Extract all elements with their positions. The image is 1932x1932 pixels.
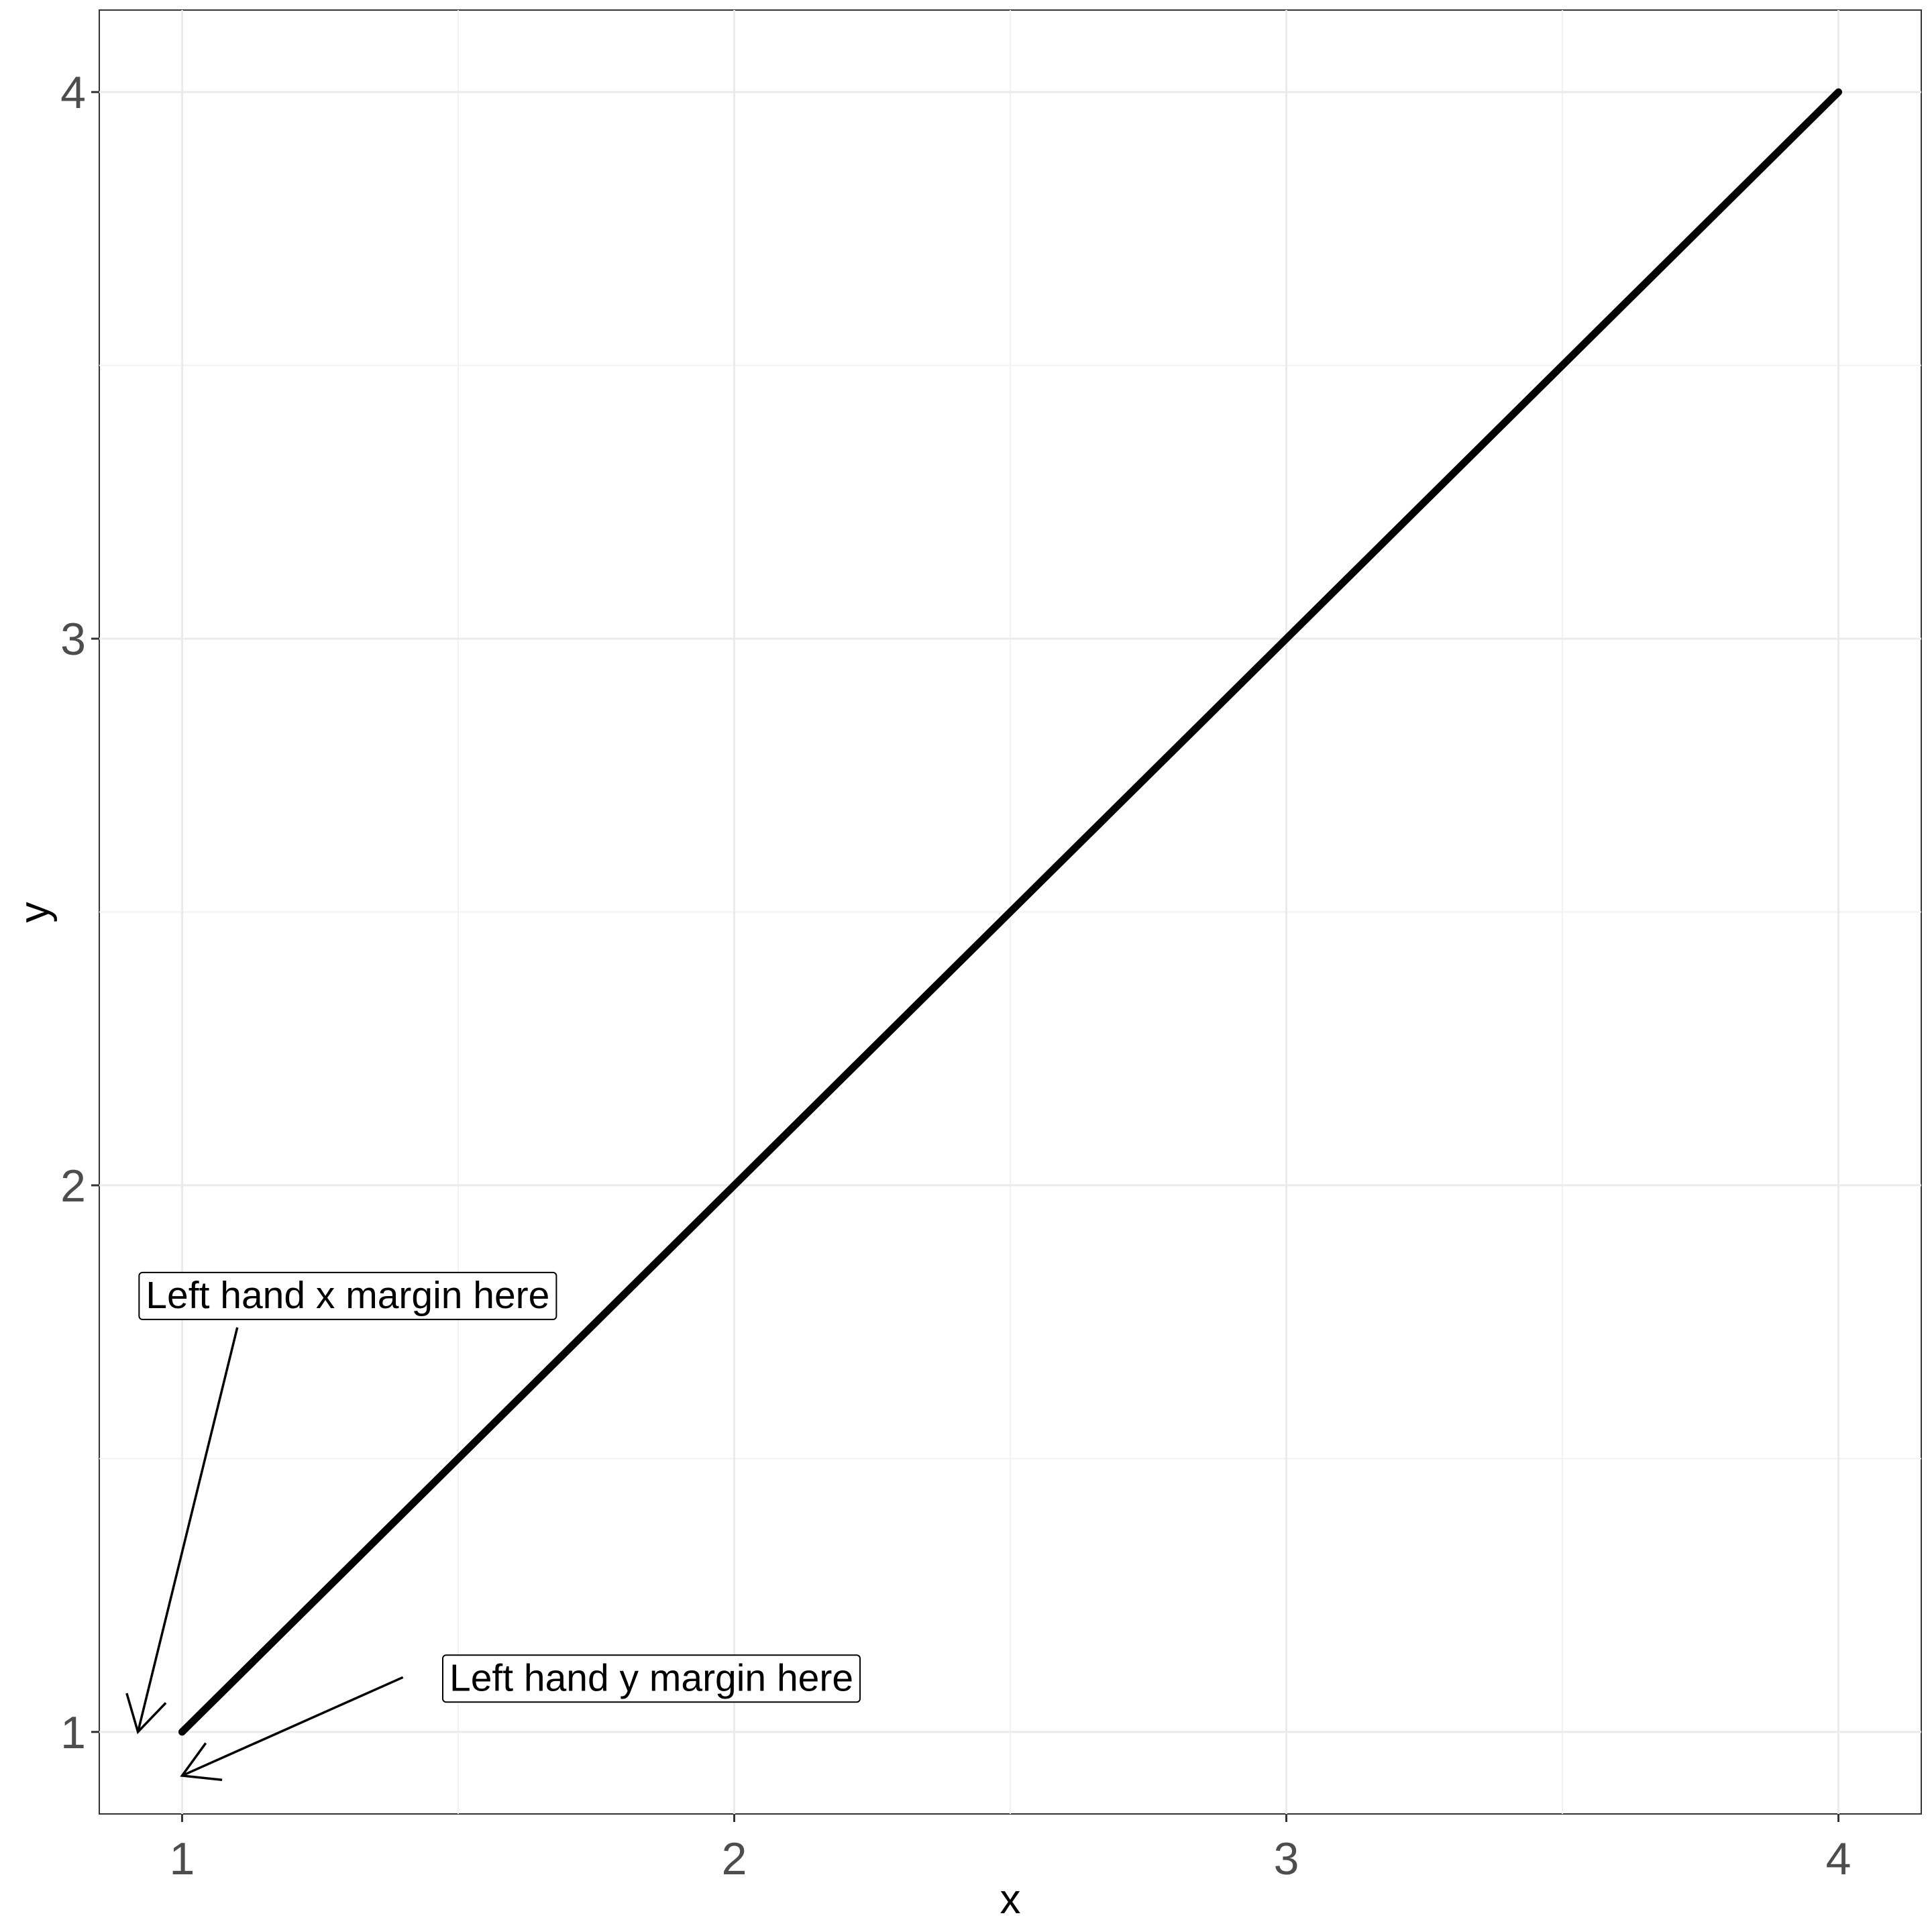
annotation-label: Left hand x margin here [146, 1274, 549, 1317]
annotation-label: Left hand y margin here [449, 1656, 853, 1699]
annotation-box [442, 1654, 861, 1703]
annotation-arrow-shaft [136, 1327, 239, 1733]
axis-ticks: 1 2 3 4 1 2 3 4 [60, 67, 1851, 1884]
x-tick-label: 3 [1274, 1833, 1299, 1884]
annotation-arrow-shaft [181, 1676, 404, 1777]
y-tick-label: 4 [60, 67, 86, 118]
x-tick-label: 1 [170, 1833, 195, 1884]
annotation-arrow-head [180, 1742, 223, 1781]
y-axis-title: y [11, 902, 58, 923]
x-tick-label: 2 [722, 1833, 747, 1884]
major-grid [99, 10, 1921, 1814]
annotation-box [138, 1271, 557, 1320]
x-axis-title: x [1000, 1876, 1021, 1923]
x-tick-label: 4 [1826, 1833, 1851, 1884]
y-tick-label: 3 [60, 614, 86, 665]
annotation-layer: Left hand x margin here Left hand y margi… [125, 1271, 861, 1781]
annotation-arrow-head [125, 1693, 167, 1735]
y-tick-label: 2 [60, 1161, 86, 1212]
series-line [178, 88, 1843, 1736]
series-layer [178, 88, 1843, 1736]
y-tick-label: 1 [60, 1707, 86, 1758]
